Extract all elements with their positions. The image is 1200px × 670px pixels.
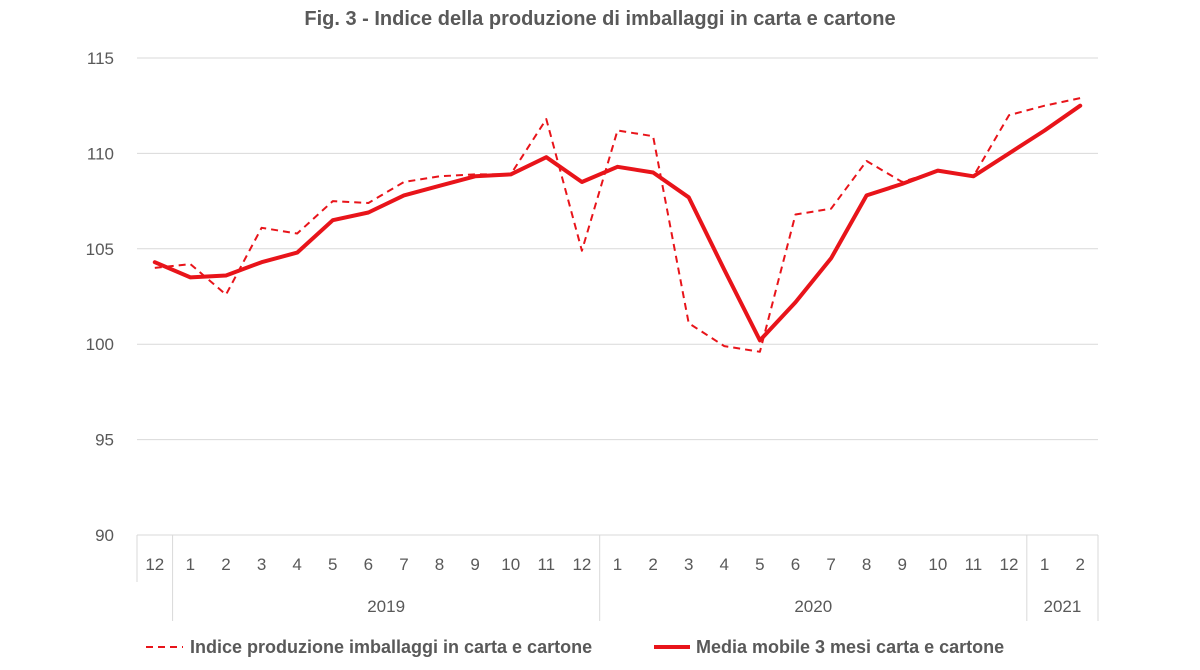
year-label: 2021	[1043, 597, 1081, 616]
x-tick-label: 5	[755, 555, 764, 574]
y-tick-label: 110	[87, 144, 114, 163]
y-tick-label: 95	[95, 431, 114, 450]
x-tick-label: 1	[613, 555, 622, 574]
x-tick-label: 6	[791, 555, 800, 574]
x-tick-label: 8	[435, 555, 444, 574]
x-tick-label: 10	[501, 555, 520, 574]
x-tick-label: 7	[826, 555, 835, 574]
x-tick-label: 4	[292, 555, 301, 574]
x-tick-label: 2	[648, 555, 657, 574]
x-tick-label: 11	[537, 555, 555, 574]
y-tick-label: 115	[87, 49, 114, 68]
x-tick-label: 1	[1040, 555, 1049, 574]
legend-label: Media mobile 3 mesi carta e cartone	[696, 637, 1004, 657]
x-tick-label: 2	[1075, 555, 1084, 574]
x-tick-label: 1	[186, 555, 195, 574]
year-label: 2019	[367, 597, 405, 616]
y-tick-label: 90	[95, 526, 114, 545]
x-tick-label: 9	[898, 555, 907, 574]
x-tick-label: 9	[470, 555, 479, 574]
x-tick-label: 10	[928, 555, 947, 574]
x-tick-label: 12	[1000, 555, 1019, 574]
x-tick-label: 3	[684, 555, 693, 574]
x-tick-label: 8	[862, 555, 871, 574]
x-tick-label: 4	[720, 555, 729, 574]
x-tick-label: 2	[221, 555, 230, 574]
x-tick-label: 12	[572, 555, 591, 574]
x-tick-label: 5	[328, 555, 337, 574]
series-line-moving-average	[152, 103, 1083, 343]
x-tick-label: 11	[965, 555, 983, 574]
x-tick-label: 3	[257, 555, 266, 574]
legend-label: Indice produzione imballaggi in carta e …	[190, 637, 592, 657]
year-label: 2020	[794, 597, 832, 616]
x-tick-label: 6	[364, 555, 373, 574]
y-tick-label: 105	[86, 240, 114, 259]
series-line-index	[154, 97, 1081, 353]
x-tick-label: 7	[399, 555, 408, 574]
chart-title: Fig. 3 - Indice della produzione di imba…	[304, 8, 896, 30]
x-tick-label: 12	[145, 555, 164, 574]
y-tick-label: 100	[86, 335, 114, 354]
